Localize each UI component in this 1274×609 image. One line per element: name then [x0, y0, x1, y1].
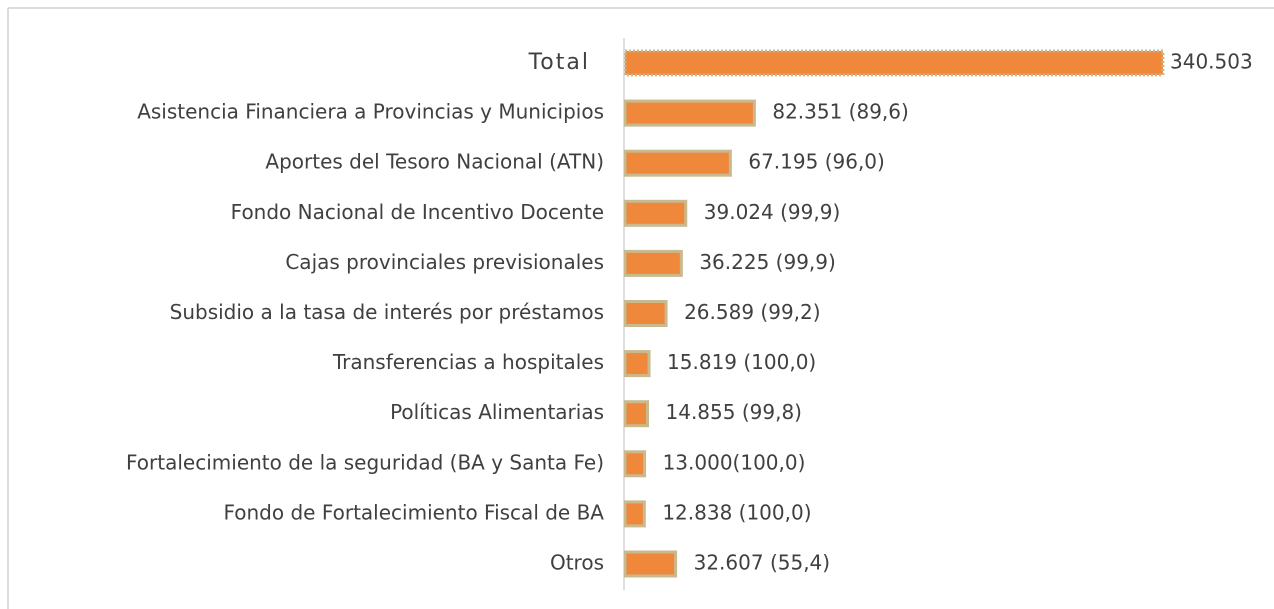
category-label: Total — [528, 50, 590, 75]
value-label: 36.225 (99,9) — [699, 250, 835, 274]
bar — [623, 99, 756, 127]
value-label: 39.024 (99,9) — [704, 200, 840, 224]
value-label: 82.351 (89,6) — [772, 100, 908, 124]
bar — [623, 149, 732, 177]
value-label: 32.607 (55,4) — [694, 551, 830, 575]
bar — [623, 400, 650, 428]
value-label: 26.589 (99,2) — [684, 300, 820, 324]
value-label: 14.855 (99,8) — [666, 400, 802, 424]
value-label: 13.000(100,0) — [663, 450, 806, 474]
bar — [623, 550, 678, 578]
value-label: 15.819 (100,0) — [667, 350, 816, 374]
bar — [623, 249, 683, 277]
bar — [623, 450, 647, 478]
bar — [623, 199, 688, 227]
category-label: Fondo Nacional de Incentivo Docente — [231, 200, 604, 224]
category-label: Cajas provinciales previsionales — [285, 250, 604, 274]
value-label: 67.195 (96,0) — [748, 150, 884, 174]
value-label: 12.838 (100,0) — [662, 500, 811, 524]
bar — [623, 350, 651, 378]
category-label: Otros — [550, 551, 604, 575]
bar — [623, 300, 668, 327]
category-label: Fondo de Fortalecimiento Fiscal de BA — [223, 500, 604, 524]
bar — [623, 500, 646, 528]
category-label: Fortalecimiento de la seguridad (BA y Sa… — [126, 450, 604, 474]
value-label: 340.503 — [1170, 50, 1253, 74]
category-label: Subsidio a la tasa de interés por présta… — [170, 300, 604, 324]
category-label: Aportes del Tesoro Nacional (ATN) — [265, 150, 604, 174]
category-label: Políticas Alimentarias — [390, 400, 604, 424]
category-label: Asistencia Financiera a Provincias y Mun… — [137, 100, 604, 124]
bar — [623, 49, 1165, 77]
category-label: Transferencias a hospitales — [332, 350, 604, 374]
